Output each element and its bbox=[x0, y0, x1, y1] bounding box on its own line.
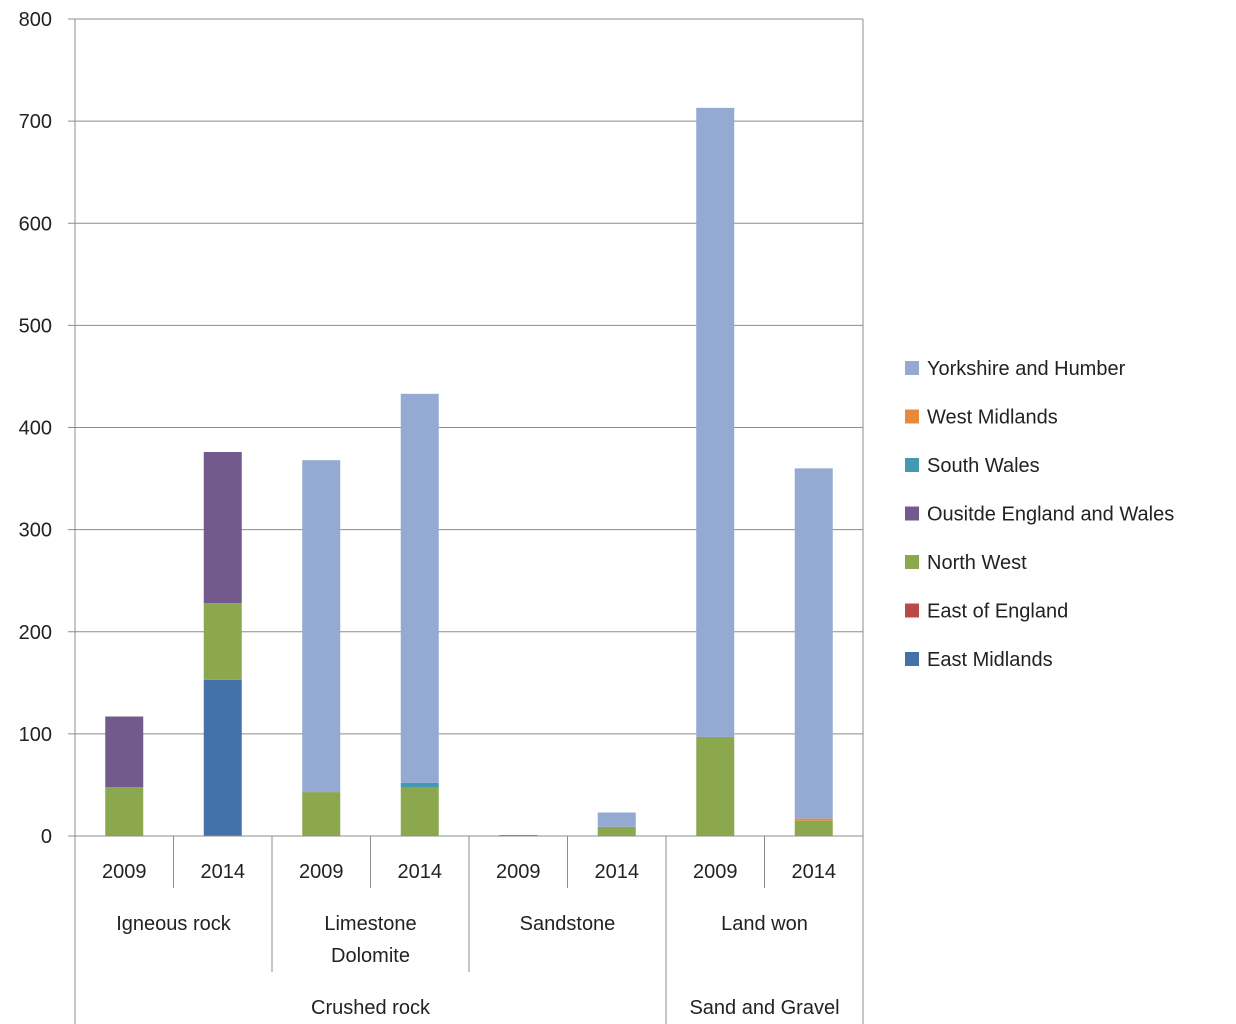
y-tick-label: 700 bbox=[19, 111, 52, 133]
legend-item: East Midlands bbox=[905, 649, 1053, 671]
legend-item: Ousitde England and Wales bbox=[905, 504, 1174, 526]
bar-segment bbox=[302, 792, 341, 836]
bar-segment bbox=[794, 820, 833, 836]
y-tick-label: 800 bbox=[19, 9, 52, 31]
y-tick-label: 0 bbox=[41, 826, 52, 848]
legend-label: South Wales bbox=[927, 455, 1040, 477]
legend-item: North West bbox=[905, 552, 1027, 574]
x-subgroup-label: Sandstone bbox=[520, 913, 616, 935]
bar-segment bbox=[696, 107, 735, 737]
legend-label: Yorkshire and Humber bbox=[927, 358, 1126, 380]
bar-segment bbox=[302, 460, 341, 793]
bar-segment bbox=[597, 826, 636, 836]
legend-swatch bbox=[905, 652, 919, 666]
legend-swatch bbox=[905, 409, 919, 424]
grid-lines bbox=[75, 18, 863, 837]
legend-label: West Midlands bbox=[927, 407, 1058, 429]
legend-item: West Midlands bbox=[905, 407, 1058, 429]
x-subgroup-label: Igneous rock bbox=[116, 913, 232, 935]
x-subgroup-label: Land won bbox=[721, 913, 808, 935]
bar-segment bbox=[400, 393, 439, 783]
bar-segment bbox=[105, 716, 144, 787]
bar-segment bbox=[794, 468, 833, 819]
legend-label: North West bbox=[927, 552, 1027, 574]
x-category-label: 2014 bbox=[595, 861, 640, 883]
bar-segment bbox=[794, 818, 833, 821]
bar-segment bbox=[105, 786, 144, 836]
legend-swatch bbox=[905, 361, 919, 375]
legend-swatch bbox=[905, 603, 919, 618]
bar-segment bbox=[597, 812, 636, 827]
bars bbox=[105, 107, 833, 836]
x-category-label: 2014 bbox=[792, 861, 837, 883]
x-category-label: 2009 bbox=[693, 861, 738, 883]
legend-swatch bbox=[905, 506, 919, 521]
legend-item: Yorkshire and Humber bbox=[905, 358, 1126, 380]
y-tick-label: 300 bbox=[19, 520, 52, 542]
x-category-label: 2009 bbox=[496, 861, 541, 883]
x-category-label: 2009 bbox=[102, 861, 147, 883]
x-subgroup-label: Limestone Dolomite bbox=[324, 913, 416, 967]
legend-swatch bbox=[905, 458, 919, 472]
x-group-label: Crushed rock bbox=[311, 997, 431, 1019]
bar-segment bbox=[400, 786, 439, 836]
bar-segment bbox=[499, 834, 538, 836]
y-tick-label: 400 bbox=[19, 418, 52, 440]
axes bbox=[68, 18, 864, 1024]
x-axis-category-labels: 2009 2014 2009 2014 2009 2014 2009 2014 Igneous … bbox=[102, 861, 840, 1019]
legend-item: South Wales bbox=[905, 455, 1040, 477]
y-axis-tick-labels: 0 100 200 300 400 500 600 700 800 bbox=[19, 9, 52, 848]
y-tick-label: 100 bbox=[19, 724, 52, 746]
legend-label: East of England bbox=[927, 601, 1068, 623]
x-category-label: 2009 bbox=[299, 861, 344, 883]
x-category-label: 2014 bbox=[398, 861, 443, 883]
bar-segment bbox=[203, 603, 242, 680]
legend-swatch bbox=[905, 555, 919, 569]
legend-label: Ousitde England and Wales bbox=[927, 504, 1174, 526]
legend-label: East Midlands bbox=[927, 649, 1053, 671]
bar-segment bbox=[400, 782, 439, 787]
y-tick-label: 200 bbox=[19, 622, 52, 644]
bar-segment bbox=[203, 452, 242, 604]
x-category-label: 2014 bbox=[201, 861, 246, 883]
x-group-label: Sand and Gravel bbox=[689, 997, 839, 1019]
y-tick-label: 600 bbox=[19, 213, 52, 235]
bar-segment bbox=[696, 736, 735, 836]
bar-segment bbox=[203, 679, 242, 836]
legend: Yorkshire and Humber West Midlands South W… bbox=[905, 358, 1174, 671]
legend-item: East of England bbox=[905, 601, 1068, 623]
y-tick-label: 500 bbox=[19, 315, 52, 337]
